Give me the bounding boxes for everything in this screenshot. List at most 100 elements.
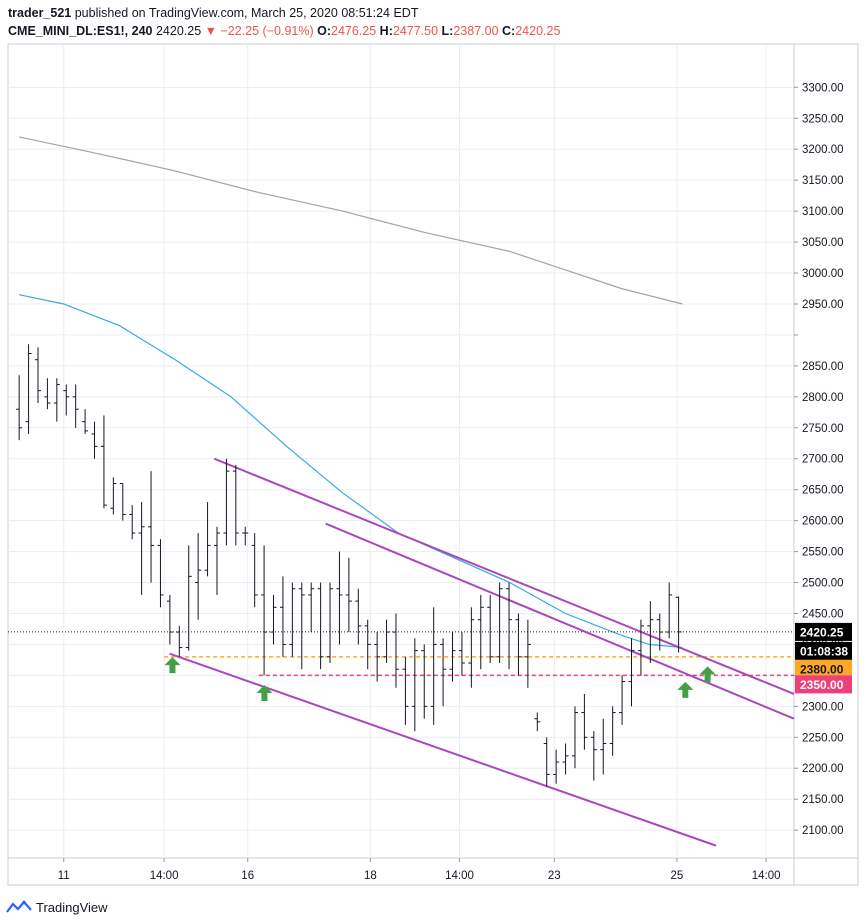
open-value: 2476.25 xyxy=(331,24,377,38)
price-tick-label: 2550.00 xyxy=(802,547,844,559)
ohlc-bar xyxy=(619,675,626,725)
ohlc-bar xyxy=(336,551,343,645)
up-arrow-icon xyxy=(699,666,716,683)
ohlc-bar xyxy=(242,526,249,546)
ohlc-bar xyxy=(289,582,296,657)
price-tick-label: 2650.00 xyxy=(802,485,844,497)
ohlc-bar xyxy=(166,594,173,645)
ohlc-bar xyxy=(487,594,494,664)
chart-frame xyxy=(7,43,859,886)
author[interactable]: trader_521 xyxy=(8,6,72,20)
low-value: 2387.00 xyxy=(453,24,499,38)
ohlc-bar xyxy=(355,588,362,645)
ohlc-bar xyxy=(270,594,277,645)
ohlc-bar xyxy=(129,505,136,540)
ohlc-bar xyxy=(468,607,475,688)
ohlc-bar xyxy=(34,347,41,404)
ohlc-bar xyxy=(628,638,635,707)
moving-average-fast xyxy=(18,294,683,649)
price-tick-label: 3050.00 xyxy=(802,237,844,249)
high-value: 2477.50 xyxy=(392,24,439,38)
price-tick-label: 2750.00 xyxy=(802,423,844,435)
ohlc-bar xyxy=(534,712,541,732)
ohlc-bar xyxy=(157,539,164,608)
ohlc-bar xyxy=(515,613,522,676)
ohlc-bar xyxy=(63,384,70,416)
ohlc-bar xyxy=(440,638,447,707)
ohlc-bar xyxy=(581,693,588,750)
level-tag-bg xyxy=(795,675,852,694)
ohlc-bar xyxy=(100,415,107,509)
ohlc-bar xyxy=(675,596,682,653)
ohlc-bar xyxy=(345,557,352,633)
ohlc-bar xyxy=(383,619,390,664)
price-tick-label: 2150.00 xyxy=(802,794,844,806)
published-text: published on TradingView.com, March 25, … xyxy=(74,6,419,20)
ohlc-bar xyxy=(298,582,305,670)
ohlc-bar xyxy=(204,502,211,577)
ohlc-bar xyxy=(571,706,578,769)
footer[interactable]: TradingView xyxy=(6,898,108,916)
time-tick-label: 14:00 xyxy=(752,870,781,882)
close-value: 2420.25 xyxy=(515,24,561,38)
ohlc-bar xyxy=(327,582,334,664)
ohlc-bar xyxy=(543,737,550,787)
ohlc-bar xyxy=(647,601,654,664)
price-tick-label: 2300.00 xyxy=(802,701,844,713)
symbol-name[interactable]: CME_MINI_DL:ES1!, 240 xyxy=(8,24,153,38)
ohlc-bar xyxy=(421,644,428,719)
ohlc-bar xyxy=(392,613,399,688)
ohlc-bar xyxy=(449,632,456,682)
level-tag-bg xyxy=(795,659,852,678)
up-arrow-icon xyxy=(164,657,181,674)
price-tick-label: 3200.00 xyxy=(802,144,844,156)
ohlc-bar xyxy=(82,409,89,434)
countdown-tag: 01:08:38 xyxy=(800,644,848,658)
ohlc-bar xyxy=(25,344,32,434)
up-arrow-icon xyxy=(256,684,273,701)
price-tick-label: 2950.00 xyxy=(802,299,844,311)
price-axis[interactable]: 2100.00 2150.00 2200.00 2250.00 2300.00 2350.… xyxy=(794,82,844,837)
arrow-markers xyxy=(164,657,716,701)
time-tick-label: 14:00 xyxy=(150,870,179,882)
high-label: H: xyxy=(379,24,393,38)
ohlc-bars xyxy=(16,344,682,787)
moving-averages xyxy=(18,136,683,649)
ohlc-bar xyxy=(364,619,371,670)
last-price-tag-bg xyxy=(795,622,852,641)
price-tick-label: 3100.00 xyxy=(802,206,844,218)
ohlc-bar xyxy=(637,619,644,676)
trendlines[interactable] xyxy=(169,457,795,847)
price-tick-label: 2450.00 xyxy=(802,608,844,620)
last-price-tag: 2420.25 xyxy=(800,625,844,639)
trendline xyxy=(325,522,795,720)
ohlc-bar xyxy=(656,613,663,651)
ohlc-bar xyxy=(185,545,192,651)
ohlc-bar xyxy=(458,632,465,676)
price-tick-label: 2600.00 xyxy=(802,516,844,528)
time-tick-label: 18 xyxy=(364,870,377,882)
ohlc-bar xyxy=(53,378,60,422)
ohlc-bar xyxy=(261,545,268,676)
price-tick-label: 2800.00 xyxy=(802,392,844,404)
ohlc-bar xyxy=(553,749,560,784)
price-tick-label: 3000.00 xyxy=(802,268,844,280)
ohlc-bar xyxy=(72,384,79,428)
ohlc-bar xyxy=(590,731,597,781)
price-tick-label: 2850.00 xyxy=(802,361,844,373)
ohlc-bar xyxy=(317,582,324,670)
countdown-tag-bg xyxy=(795,641,852,660)
ohlc-bar xyxy=(402,656,409,725)
time-axis[interactable]: 11 14:00 16 18 14:00 23 25 14:00 xyxy=(58,858,781,882)
tradingview-logo-icon xyxy=(6,900,32,913)
ohlc-bar xyxy=(279,576,286,657)
ohlc-bar xyxy=(91,421,98,459)
ohlc-bar xyxy=(213,526,220,595)
ohlc-bar xyxy=(176,625,183,657)
time-tick-label: 23 xyxy=(548,870,561,882)
ohlc-bar xyxy=(430,607,437,725)
level-tag: 2380.00 xyxy=(800,662,844,676)
chart-header: trader_521 published on TradingView.com,… xyxy=(8,4,858,40)
last-price: 2420.25 xyxy=(155,24,202,38)
